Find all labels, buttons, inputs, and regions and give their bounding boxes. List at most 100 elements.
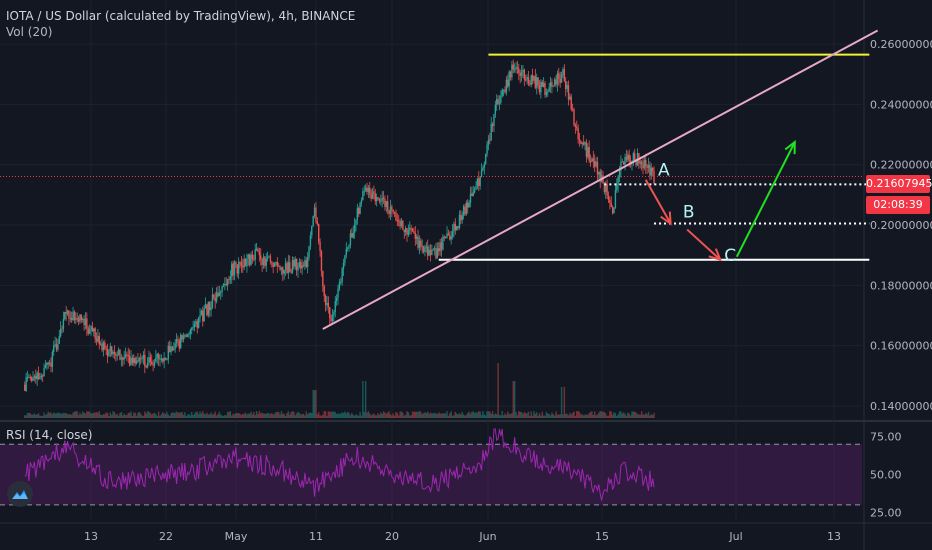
chart-title[interactable]: IOTA / US Dollar (calculated by TradingV…: [6, 9, 356, 23]
price-tick-label: 0.20000000: [870, 219, 932, 232]
volume-bar: [454, 411, 457, 418]
volume-bar: [204, 414, 207, 418]
rsi-band: [0, 443, 862, 506]
volume-bar: [538, 413, 541, 418]
volume-bar: [36, 414, 38, 418]
candle-body: [42, 375, 44, 377]
volume-bar: [233, 414, 236, 418]
candle-body: [312, 216, 314, 226]
candle-body: [418, 240, 421, 248]
candle-body: [44, 365, 47, 368]
volume-bar: [587, 415, 589, 418]
volume-bar: [51, 414, 54, 418]
volume-bar: [491, 411, 494, 418]
volume-bar: [444, 413, 447, 418]
candle-body: [585, 142, 588, 157]
volume-bar: [475, 412, 477, 418]
volume-bar: [330, 411, 332, 418]
candle-body: [425, 246, 428, 248]
volume-bar: [301, 413, 303, 418]
candle-body: [289, 262, 291, 272]
candle-body: [371, 191, 374, 199]
volume-bar: [562, 414, 564, 418]
volume-bar: [130, 411, 132, 418]
candle-body: [82, 319, 84, 321]
volume-bar: [313, 390, 316, 418]
rsi-band-fill: [0, 444, 862, 505]
candle-body: [151, 362, 153, 364]
projection-arrow-1-head: [660, 211, 672, 226]
candle-body: [269, 256, 272, 262]
time-tick-label: Jul: [728, 530, 742, 543]
volume-bar: [200, 413, 203, 418]
candle-body: [170, 346, 172, 353]
candle-body: [254, 249, 256, 260]
candle-body: [246, 258, 248, 267]
volume-indicator-label[interactable]: Vol (20): [6, 25, 53, 39]
volume-bar: [640, 411, 643, 418]
volume-bar: [280, 411, 283, 418]
candle-body: [450, 236, 452, 240]
volume-bar: [465, 414, 468, 418]
candle-body: [32, 377, 34, 381]
volume-bar: [588, 412, 590, 418]
volume-bar: [229, 411, 232, 418]
rsi-indicator-label[interactable]: RSI (14, close): [6, 428, 93, 442]
volume-bar: [591, 411, 593, 418]
candle-body: [512, 64, 514, 70]
volume-bar: [128, 412, 131, 418]
volume-bar: [237, 412, 240, 418]
candle-body: [341, 268, 343, 282]
volume-bar: [384, 412, 386, 418]
drawings: A B C: [0, 29, 879, 330]
volume-bar: [382, 411, 385, 418]
tradingview-logo[interactable]: [7, 481, 33, 507]
candle-body: [396, 220, 399, 222]
candle-body: [163, 357, 165, 362]
volume-bar: [396, 412, 399, 418]
volume-bar: [180, 412, 182, 418]
volume-bar: [283, 413, 285, 418]
candle-body: [635, 160, 637, 166]
volume-bar: [425, 412, 428, 418]
candle-body: [523, 69, 526, 80]
volume-bar: [58, 413, 60, 418]
volume-bar: [26, 413, 29, 418]
candle-body: [139, 358, 142, 360]
candle-body: [240, 262, 243, 266]
candle-body: [454, 223, 457, 231]
candle-body: [309, 235, 312, 247]
volume-bar: [211, 414, 214, 418]
candle-body: [101, 343, 103, 351]
volume-bar: [599, 411, 601, 418]
candle-body: [286, 263, 288, 273]
volume-bar: [536, 412, 538, 418]
volume-bar: [207, 414, 209, 418]
volume-bar: [522, 413, 524, 418]
candle-body: [119, 349, 121, 360]
candle-body: [344, 255, 346, 263]
candle-body: [556, 73, 559, 85]
candle-body: [534, 76, 537, 88]
candle-body: [197, 317, 200, 328]
candle-body: [513, 69, 516, 71]
volume-bar: [424, 412, 426, 418]
candle-body: [446, 233, 448, 238]
candle-body: [500, 95, 502, 103]
candle-body: [484, 153, 487, 164]
volume-bar: [309, 412, 312, 418]
bullish-arrow: [735, 141, 796, 258]
candle-body: [287, 262, 290, 273]
candle-body: [533, 76, 535, 81]
candle-body: [373, 191, 375, 194]
candle-body: [123, 356, 125, 360]
volume-bar: [182, 414, 185, 418]
candle-body: [141, 358, 143, 360]
volume-bar: [388, 411, 390, 418]
volume-bar: [46, 414, 48, 418]
volume-bar: [44, 414, 47, 418]
candle-body: [458, 214, 461, 228]
volume-bar: [647, 411, 650, 418]
volume-bar: [581, 414, 583, 418]
